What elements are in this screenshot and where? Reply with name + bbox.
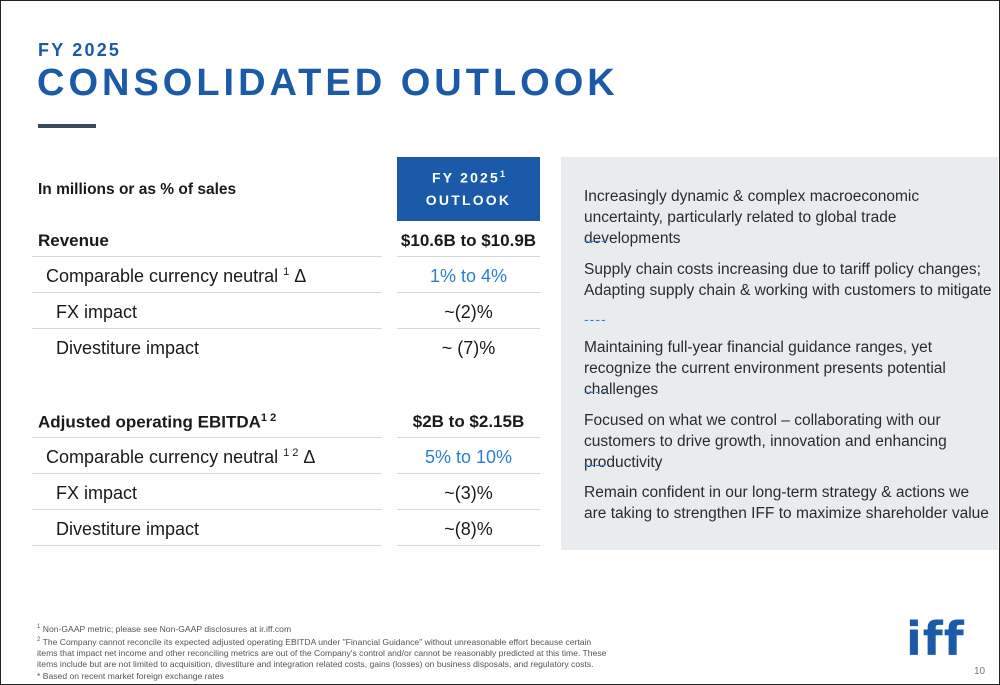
- row-label: Comparable currency neutral 1 2 Δ: [46, 447, 316, 467]
- table-row-revenue-divestiture: Divestiture impact ~ (7)%: [32, 329, 540, 365]
- row-value: ~(8)%: [444, 519, 493, 539]
- commentary-item: Increasingly dynamic & complex macroecon…: [584, 188, 920, 247]
- footnote-2: 2 The Company cannot reconcile its expec…: [37, 636, 607, 670]
- slide-title: CONSOLIDATED OUTLOOK: [37, 62, 619, 104]
- row-label: FX impact: [56, 302, 138, 322]
- table-row-revenue-ccn: Comparable currency neutral 1 Δ 1% to 4%: [32, 257, 540, 293]
- row-label: Revenue: [38, 231, 109, 250]
- row-value: $10.6B to $10.9B: [400, 231, 537, 250]
- table-row-revenue: Revenue $10.6B to $10.9B: [32, 221, 540, 257]
- row-label: Comparable currency neutral 1 Δ: [46, 266, 307, 286]
- commentary-separator: ----: [584, 383, 607, 399]
- row-value: 1% to 4%: [429, 266, 508, 286]
- row-value: ~(2)%: [444, 302, 493, 322]
- row-label: Divestiture impact: [56, 338, 200, 358]
- iff-logo: iff: [906, 612, 965, 666]
- slide-kicker: FY 2025: [38, 40, 122, 60]
- row-value: ~(3)%: [444, 483, 493, 503]
- footnotes: 1 Non-GAAP metric; please see Non-GAAP d…: [37, 622, 607, 682]
- row-label: Adjusted operating EBITDA1 2: [38, 412, 277, 432]
- table-row-revenue-fx: FX impact ~(2)%: [32, 293, 540, 329]
- commentary-separator: ----: [584, 311, 607, 327]
- commentary-panel: Increasingly dynamic & complex macroecon…: [561, 157, 998, 550]
- table-row-ebitda: Adjusted operating EBITDA1 2 $2B to $2.1…: [32, 402, 540, 438]
- row-label: Divestiture impact: [56, 519, 200, 539]
- column-header-outlook: FY 20251 OUTLOOK: [397, 157, 540, 221]
- row-value: 5% to 10%: [424, 447, 513, 467]
- commentary-item: Focused on what we control – collaborati…: [584, 412, 947, 471]
- column-header-sup: 1: [500, 169, 506, 179]
- row-value: $2B to $2.15B: [412, 412, 525, 431]
- commentary-separator: ----: [584, 456, 607, 472]
- footnote-1: 1 Non-GAAP metric; please see Non-GAAP d…: [37, 623, 292, 634]
- page-number: 10: [974, 666, 986, 677]
- table-row-ebitda-divestiture: Divestiture impact ~(8)%: [32, 510, 540, 546]
- commentary-separator: ----: [584, 232, 607, 248]
- row-value: ~ (7)%: [441, 338, 496, 358]
- table-header-label: In millions or as % of sales: [38, 181, 237, 198]
- footnote-3: * Based on recent market foreign exchang…: [37, 670, 224, 681]
- commentary-item: Remain confident in our long-term strate…: [584, 484, 989, 522]
- column-header-line1: FY 2025: [431, 169, 501, 186]
- table-row-ebitda-ccn: Comparable currency neutral 1 2 Δ 5% to …: [32, 438, 540, 474]
- column-header-line2: OUTLOOK: [425, 191, 512, 208]
- title-underline: [38, 124, 96, 128]
- commentary-item: Maintaining full-year financial guidance…: [584, 339, 946, 398]
- row-label: FX impact: [56, 483, 138, 503]
- commentary-item: Supply chain costs increasing due to tar…: [584, 261, 992, 299]
- table-row-ebitda-fx: FX impact ~(3)%: [32, 474, 540, 510]
